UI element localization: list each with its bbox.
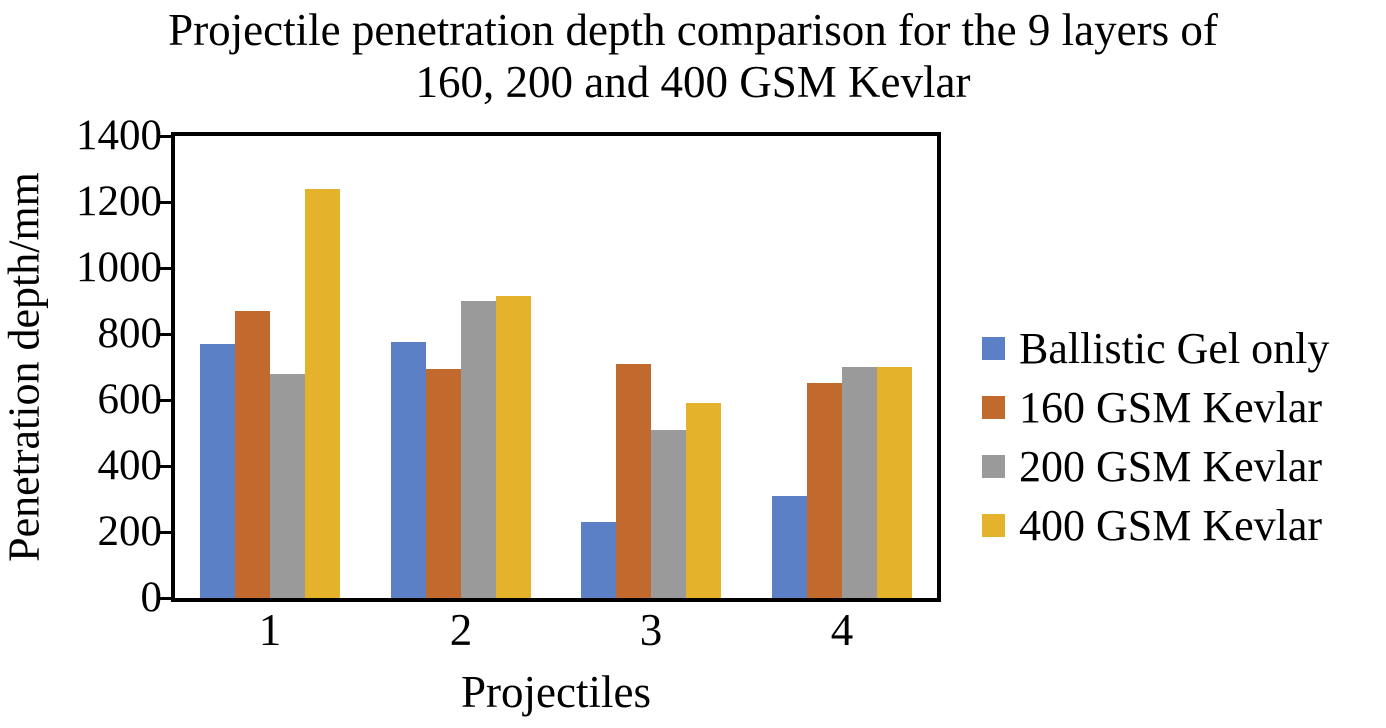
bar-series-3-category-1 (270, 374, 305, 598)
y-tick-label: 600 (97, 376, 163, 423)
bar-series-3-category-3 (651, 430, 686, 598)
y-tick-mark (159, 531, 171, 534)
bar-series-3-category-4 (842, 367, 877, 598)
x-tick-label: 3 (639, 605, 663, 655)
legend: Ballistic Gel only 160 GSM Kevlar 200 GS… (982, 319, 1329, 555)
x-tick-label: 1 (258, 605, 282, 655)
legend-label: 160 GSM Kevlar (1019, 383, 1323, 432)
y-tick-label: 0 (140, 574, 163, 621)
bar-series-4-category-3 (686, 403, 721, 598)
x-tick-label: 4 (830, 605, 854, 655)
legend-label: Ballistic Gel only (1019, 324, 1330, 373)
y-axis-label: Penetration depth/mm (0, 172, 49, 562)
y-tick-mark (159, 333, 171, 336)
bar-series-1-category-3 (581, 522, 616, 598)
bar-series-2-category-4 (807, 383, 842, 598)
bar-series-4-category-2 (496, 296, 531, 598)
legend-swatch-icon (982, 396, 1005, 419)
legend-swatch-icon (982, 337, 1005, 360)
y-tick-label: 800 (97, 310, 163, 357)
y-tick-label: 1400 (76, 112, 162, 159)
bar-series-3-category-2 (461, 301, 496, 598)
bar-series-1-category-2 (391, 342, 426, 598)
chart-title-line-1: Projectile penetration depth comparison … (168, 5, 1218, 55)
y-tick-mark (159, 201, 171, 204)
bar-series-1-category-1 (200, 344, 235, 598)
legend-label: 200 GSM Kevlar (1019, 442, 1323, 491)
y-tick-mark (159, 597, 171, 600)
legend-label: 400 GSM Kevlar (1019, 501, 1323, 550)
x-axis-label: Projectiles (461, 667, 651, 717)
bar-series-2-category-1 (235, 311, 270, 598)
y-tick-mark (159, 135, 171, 138)
bar-series-2-category-3 (616, 364, 651, 598)
x-tick-label: 2 (449, 605, 473, 655)
y-tick-label: 200 (97, 508, 163, 555)
y-tick-label: 1000 (76, 244, 162, 291)
legend-swatch-icon (982, 514, 1005, 537)
legend-row: Ballistic Gel only (982, 319, 1329, 378)
legend-row: 400 GSM Kevlar (982, 496, 1329, 555)
legend-row: 160 GSM Kevlar (982, 378, 1329, 437)
bar-series-4-category-4 (877, 367, 912, 598)
legend-row: 200 GSM Kevlar (982, 437, 1329, 496)
legend-swatch-icon (982, 455, 1005, 478)
bar-series-4-category-1 (305, 189, 340, 598)
y-tick-label: 1200 (76, 178, 162, 225)
chart-title-line-2: 160, 200 and 400 GSM Kevlar (415, 57, 971, 107)
y-tick-label: 400 (97, 442, 163, 489)
y-tick-mark (159, 399, 171, 402)
plot-area (171, 132, 941, 602)
bar-series-1-category-4 (772, 496, 807, 598)
bar-series-2-category-2 (426, 369, 461, 598)
chart-title: Projectile penetration depth comparison … (0, 4, 1386, 108)
y-tick-mark (159, 267, 171, 270)
y-tick-mark (159, 465, 171, 468)
